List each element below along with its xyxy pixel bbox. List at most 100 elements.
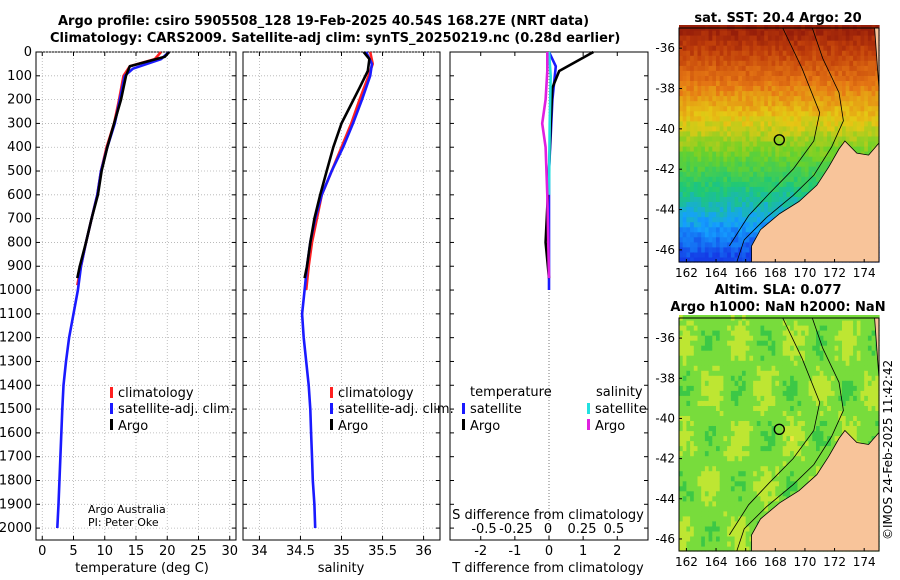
map-cell [775,450,780,457]
map-cell [716,375,721,381]
map-cell [716,90,721,97]
map-cell [797,196,802,202]
map-cell [749,166,754,172]
map-cell [693,535,699,542]
map-cell [771,435,776,442]
map-cell [727,55,732,61]
map-cell [745,130,750,137]
map-cell [875,120,880,127]
map-cell [853,110,858,117]
map-cell [697,201,702,208]
map-cell [745,231,750,238]
map-cell [764,470,769,477]
map-cell [842,380,847,386]
map-cell [808,146,813,152]
map-cell [753,146,758,152]
map-cell [786,70,791,76]
map-cell [842,75,847,81]
map-cell [782,201,787,208]
map-cell [749,30,754,36]
map-cell [742,355,747,361]
map-cell [723,120,728,127]
map-cell [804,475,810,482]
map-cell [712,156,717,162]
map-cell [704,355,710,361]
map-cell [690,350,695,356]
map-cell [875,110,880,117]
map-cell [682,120,687,127]
argo-position-marker [773,134,785,146]
map-cell [823,100,828,107]
map-cell [716,335,721,341]
map-cell [867,105,873,112]
map-cell [767,430,773,437]
map-cell [771,450,776,457]
map-cell [749,420,754,426]
map-cell [704,221,710,228]
map-cell [749,360,754,366]
map-cell [727,505,732,512]
map-cell [738,181,743,187]
map-cell [734,355,739,361]
map-cell [693,320,699,326]
map-cell [819,450,824,457]
map-cell [716,100,721,107]
map-cell [745,395,750,401]
map-cell [749,440,754,447]
map-cell [716,541,721,547]
map-cell [867,65,873,71]
map-cell [823,141,828,147]
map-cell [712,70,717,76]
map-cell [767,65,773,71]
map-cell [756,125,762,132]
map-cell [701,120,706,127]
map-cell [790,435,795,442]
map-cell [779,460,784,467]
map-cell [701,130,706,137]
map-cell [771,360,776,366]
map-cell [812,85,817,92]
map-cell [742,520,747,527]
map-cell [745,420,750,426]
map-cell [753,415,758,421]
map-cell [697,206,702,213]
map-cell [793,75,799,81]
map-cell [793,125,799,132]
map-cell [682,370,687,376]
map-cell [686,480,691,487]
map-cell [764,455,769,462]
map-cell [819,425,824,432]
map-cell [716,415,721,421]
map-cell [819,410,824,416]
map-cell [679,410,684,416]
legend-argo: Argo [118,419,148,434]
map-cell [712,201,717,208]
map-cell [804,465,810,472]
map-cell [682,490,687,497]
map-cell [697,405,702,411]
map-cell [786,100,791,107]
map-cell [823,440,828,447]
map-cell [686,196,691,202]
map-cell [782,440,787,447]
map-cell [827,85,832,92]
map-cell [749,186,754,192]
map-cell [760,490,765,497]
map-cell [723,495,728,502]
map-cell [764,206,769,213]
map-cell [712,50,717,56]
map-cell [708,201,713,208]
map-cell [771,55,776,61]
map-cell [823,425,828,432]
map-cell [801,120,806,127]
map-cell [701,385,706,391]
map-cell [786,360,791,366]
map-cell [764,500,769,507]
map-cell [838,35,843,41]
map-cell [738,166,743,172]
map-cell [819,30,824,36]
map-cell [775,455,780,462]
map-cell [693,70,699,76]
map-cell [682,30,687,36]
map-cell [727,60,732,66]
